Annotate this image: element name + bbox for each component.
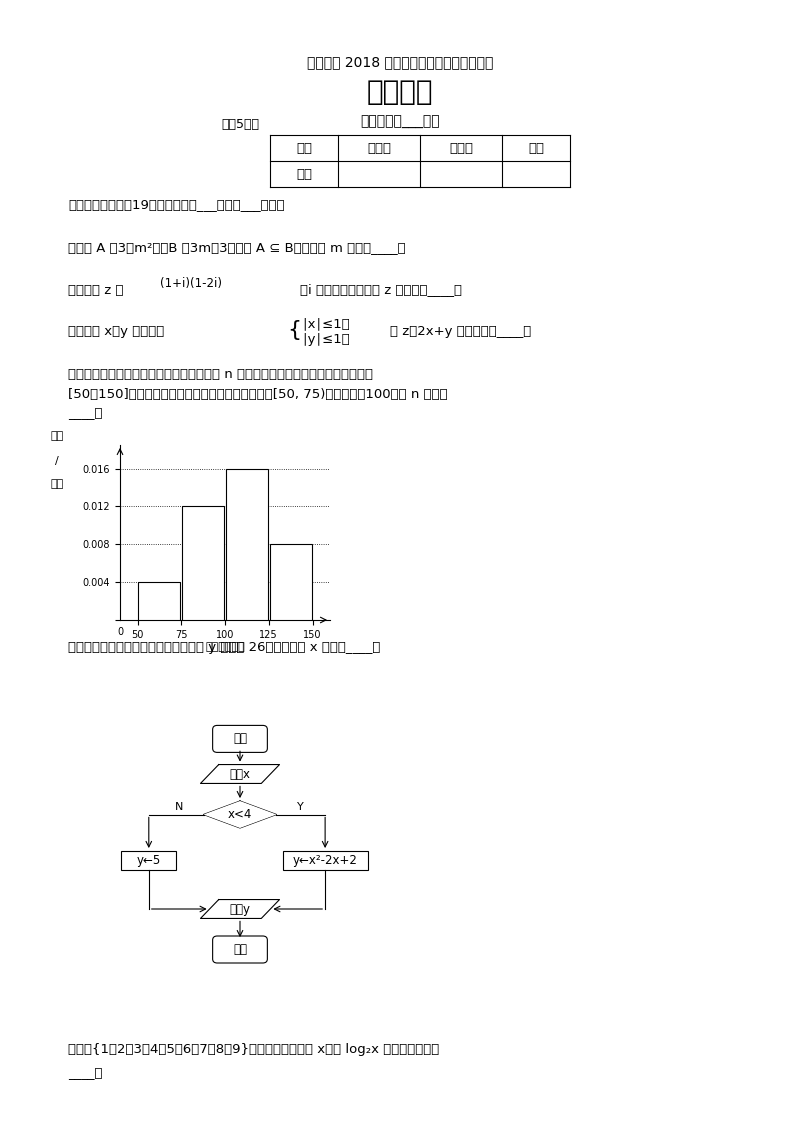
Text: N: N xyxy=(175,801,183,812)
Text: 在如图所示的算法流程图中，若输出的 y 的値为 26，则输入的 x 的値为____．: 在如图所示的算法流程图中，若输出的 y 的値为 26，则输入的 x 的値为___… xyxy=(68,642,380,654)
Text: 理科数学 2018 年高三江苏省第三次模拟考试: 理科数学 2018 年高三江苏省第三次模拟考试 xyxy=(307,55,493,69)
Polygon shape xyxy=(203,801,277,827)
Text: Y: Y xyxy=(298,801,304,812)
Text: 频率: 频率 xyxy=(50,431,64,441)
Text: ∣x∣≤1，: ∣x∣≤1， xyxy=(301,317,350,331)
Bar xyxy=(282,851,368,869)
FancyBboxPatch shape xyxy=(213,726,267,753)
FancyBboxPatch shape xyxy=(213,936,267,963)
Text: 填空题: 填空题 xyxy=(367,142,391,154)
Text: y←5: y←5 xyxy=(137,854,161,867)
Text: （第5题）: （第5题） xyxy=(221,118,259,130)
Text: 简答题: 简答题 xyxy=(449,142,473,154)
Polygon shape xyxy=(201,764,279,783)
Text: 题型: 题型 xyxy=(296,142,312,154)
Polygon shape xyxy=(201,900,279,918)
Bar xyxy=(122,851,176,869)
Text: 组距: 组距 xyxy=(50,479,64,489)
Bar xyxy=(182,506,224,620)
X-axis label: 时间（小时）: 时间（小时） xyxy=(205,643,245,652)
Text: 已知实数 x，y 满足条件: 已知实数 x，y 满足条件 xyxy=(68,326,164,338)
Bar xyxy=(270,544,312,620)
Text: 总分: 总分 xyxy=(528,142,544,154)
Text: 得分: 得分 xyxy=(296,168,312,180)
Text: 开始: 开始 xyxy=(233,732,247,745)
Text: (1+i)(1-2i): (1+i)(1-2i) xyxy=(160,277,222,291)
Text: x<4: x<4 xyxy=(228,808,252,821)
Text: （i 为虚数单位），则 z 的实部为____．: （i 为虚数单位），则 z 的实部为____． xyxy=(300,283,462,297)
Text: 输入x: 输入x xyxy=(230,767,250,780)
Text: 为了了解学生课外阅读的情况，随机统计了 n 名学生的课外阅读时间，所得数据都在: 为了了解学生课外阅读的情况，随机统计了 n 名学生的课外阅读时间，所得数据都在 xyxy=(68,369,373,381)
Bar xyxy=(138,582,180,620)
Bar xyxy=(226,469,268,620)
Text: y←x²-2x+2: y←x²-2x+2 xyxy=(293,854,358,867)
Text: （第4题）．: （第4题）． xyxy=(202,483,248,497)
Text: {: { xyxy=(287,320,301,340)
Text: 则 z＝2x+y 的最小值是____．: 则 z＝2x+y 的最小值是____． xyxy=(390,326,531,338)
Text: ∣y∣≤1，: ∣y∣≤1， xyxy=(301,334,350,346)
Text: 已知复数 z ＝: 已知复数 z ＝ xyxy=(68,283,123,297)
Text: 0: 0 xyxy=(117,627,123,636)
Text: 从集合{1，2，3，4，5，6，7，8，9}中任取一个数记为 x，则 log₂x 为整数的概率为: 从集合{1，2，3，4，5，6，7，8，9}中任取一个数记为 x，则 log₂x… xyxy=(68,1044,439,1056)
Text: 填空题（本大题入19小题，每小题___分，共___分。）: 填空题（本大题入19小题，每小题___分，共___分。） xyxy=(68,198,285,212)
Text: 考试时间：___分钟: 考试时间：___分钟 xyxy=(360,115,440,129)
Text: 结束: 结束 xyxy=(233,943,247,957)
Text: 理科数学: 理科数学 xyxy=(366,78,434,106)
Text: /: / xyxy=(55,456,59,466)
Text: 设集合 A ｛3，m²｝，B ｛3m，3｝，且 A ⊆ B，则实数 m 的值是____．: 设集合 A ｛3，m²｝，B ｛3m，3｝，且 A ⊆ B，则实数 m 的值是_… xyxy=(68,241,406,255)
Text: 输出y: 输出y xyxy=(230,902,250,916)
Text: [50，150]中，其频率分布直方图如图所示．已知在[50, 75)中的频数为100，则 n 的値为: [50，150]中，其频率分布直方图如图所示．已知在[50, 75)中的频数为1… xyxy=(68,387,448,401)
Text: ____．: ____． xyxy=(68,1066,102,1080)
Text: ____．: ____． xyxy=(68,406,102,420)
